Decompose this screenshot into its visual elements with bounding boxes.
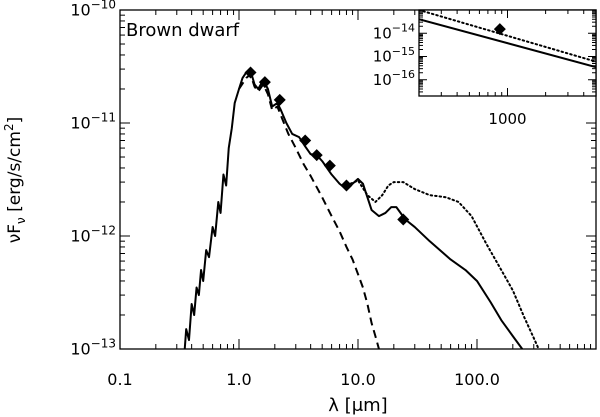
- inset-series-solid-line: [419, 18, 596, 69]
- main-y-tick-label: 10−10: [70, 0, 116, 20]
- main-x-tick-label: 100.0: [454, 370, 500, 389]
- main-observation-marker: [340, 179, 353, 192]
- inset-x-tick-label: 1000: [488, 110, 526, 128]
- main-observation-marker: [299, 134, 312, 147]
- main-observation-marker: [397, 213, 410, 226]
- inset-y-tick-label: 10−16: [373, 68, 415, 89]
- main-x-tick-label: 10.0: [340, 370, 376, 389]
- y-axis-label-text: νFν [erg/s/cm2]: [2, 117, 28, 243]
- inset-background: [419, 10, 596, 96]
- inset-y-tick-label: 10−14: [373, 22, 415, 43]
- inset-x-tick-labels: 1000: [488, 110, 526, 128]
- main-series-solid-line: [183, 69, 524, 349]
- main-x-tick-labels: 0.1 1.0 10.0 100.0: [107, 370, 500, 389]
- chart-title: Brown dwarf: [126, 20, 240, 41]
- main-series-dashed-line: [238, 73, 380, 349]
- main-x-tick-label: 1.0: [226, 370, 251, 389]
- inset-y-tick-label: 10−15: [373, 45, 415, 66]
- inset-markers-group: [493, 23, 506, 36]
- y-axis-label: νFν [erg/s/cm2]: [2, 117, 28, 243]
- inset-series-dotted-line: [419, 10, 596, 63]
- main-markers-group: [244, 66, 410, 226]
- main-y-tick-label: 10−13: [70, 336, 116, 358]
- x-axis-label: λ [μm]: [328, 395, 387, 416]
- main-observation-marker: [244, 66, 257, 79]
- main-y-tick-label: 10−11: [70, 110, 116, 132]
- main-observation-marker: [258, 76, 271, 89]
- main-x-tick-label: 0.1: [107, 370, 132, 389]
- main-y-tick-labels: 10−13 10−12 10−11 10−10: [70, 0, 116, 359]
- inset-series-group: [419, 10, 596, 69]
- main-observation-marker: [323, 159, 336, 172]
- main-y-tick-label: 10−12: [70, 223, 116, 245]
- main-series-dotted-line: [345, 179, 540, 349]
- main-series-group: [183, 69, 540, 349]
- inset-axis-ticks: [418, 9, 597, 97]
- inset-observation-marker: [493, 23, 506, 36]
- main-observation-marker: [310, 149, 323, 162]
- main-observation-marker: [273, 93, 286, 106]
